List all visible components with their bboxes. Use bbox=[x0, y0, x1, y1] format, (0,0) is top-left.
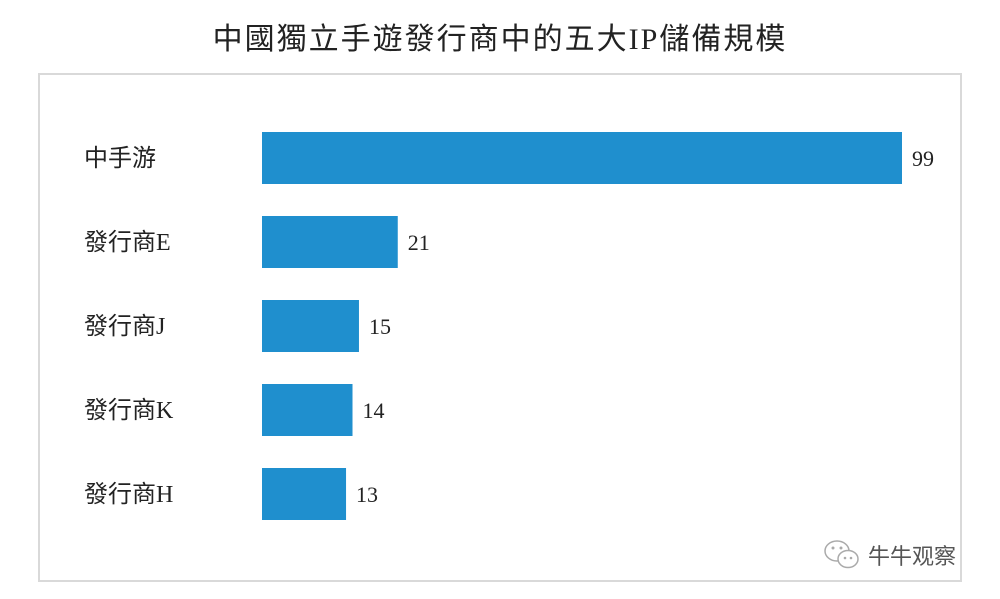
wechat-icon bbox=[824, 540, 859, 569]
data-label: 15 bbox=[369, 314, 391, 339]
data-label: 13 bbox=[356, 482, 378, 507]
bar bbox=[262, 384, 353, 436]
watermark: 牛牛观察 bbox=[822, 538, 956, 572]
category-label: 發行商K bbox=[84, 397, 174, 424]
category-label: 中手游 bbox=[84, 145, 156, 172]
chart-title: 中國獨立手遊發行商中的五大IP儲備規模 bbox=[212, 23, 788, 56]
bar bbox=[262, 216, 398, 268]
category-label: 發行商H bbox=[84, 481, 173, 508]
data-label: 99 bbox=[912, 146, 934, 171]
chart-frame bbox=[38, 73, 962, 582]
bar bbox=[262, 132, 902, 184]
category-label: 發行商J bbox=[84, 313, 165, 340]
bar bbox=[262, 300, 359, 352]
category-label: 發行商E bbox=[84, 229, 171, 256]
watermark-text: 牛牛观察 bbox=[868, 545, 957, 570]
bar bbox=[262, 468, 347, 520]
data-label: 14 bbox=[363, 398, 385, 423]
data-label: 21 bbox=[408, 230, 430, 255]
